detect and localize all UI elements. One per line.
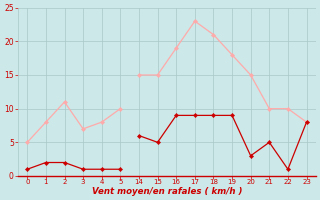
X-axis label: Vent moyen/en rafales ( km/h ): Vent moyen/en rafales ( km/h ) bbox=[92, 187, 242, 196]
